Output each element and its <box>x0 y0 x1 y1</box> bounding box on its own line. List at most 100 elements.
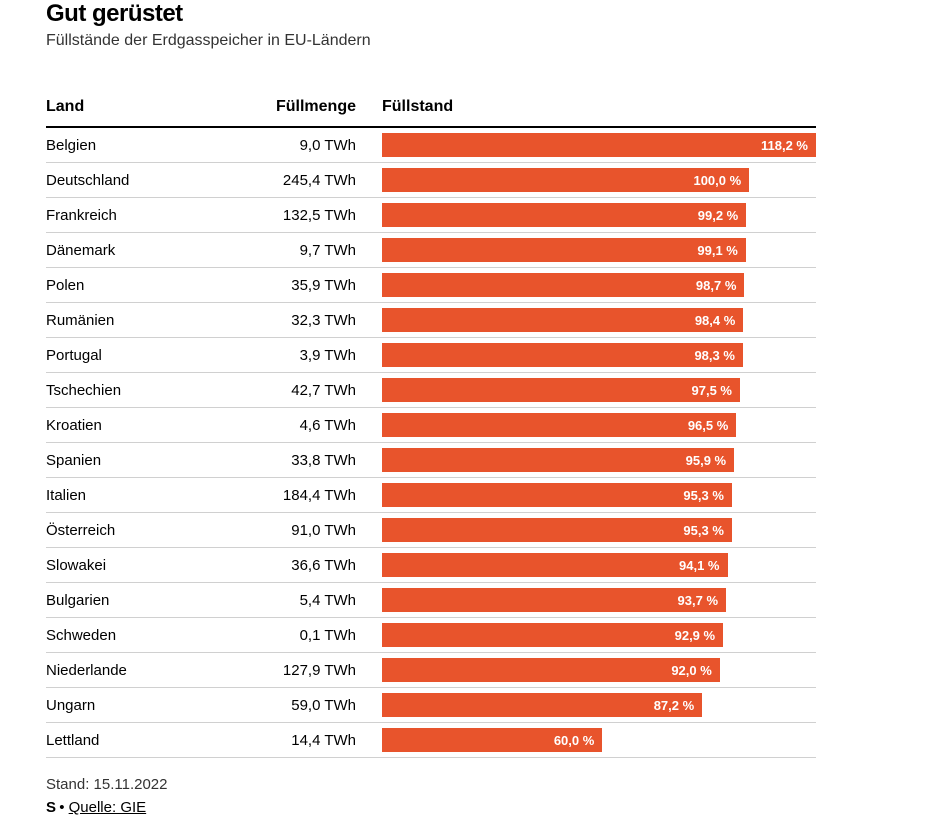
cell-country: Ungarn <box>46 688 246 723</box>
source-line: S • Quelle: GIE <box>46 799 902 816</box>
fill-bar: 98,3 % <box>382 343 743 367</box>
source-link[interactable]: Quelle: GIE <box>69 799 147 816</box>
table-row: Deutschland245,4 TWh100,0 % <box>46 163 816 198</box>
cell-fill: 93,7 % <box>376 583 816 618</box>
bar-container: 93,7 % <box>382 588 816 612</box>
cell-volume: 3,9 TWh <box>246 338 376 373</box>
fill-bar: 98,7 % <box>382 273 744 297</box>
bar-label: 98,4 % <box>695 313 735 328</box>
cell-fill: 60,0 % <box>376 723 816 758</box>
cell-fill: 95,3 % <box>376 513 816 548</box>
cell-fill: 99,2 % <box>376 198 816 233</box>
bar-label: 60,0 % <box>554 733 594 748</box>
bar-container: 118,2 % <box>382 133 816 157</box>
cell-fill: 96,5 % <box>376 408 816 443</box>
header-fill: Füllstand <box>376 90 816 127</box>
fill-bar: 93,7 % <box>382 588 726 612</box>
fill-bar: 99,1 % <box>382 238 746 262</box>
cell-fill: 99,1 % <box>376 233 816 268</box>
fill-bar: 92,9 % <box>382 623 723 647</box>
cell-volume: 42,7 TWh <box>246 373 376 408</box>
table-row: Portugal3,9 TWh98,3 % <box>46 338 816 373</box>
fill-bar: 97,5 % <box>382 378 740 402</box>
cell-country: Lettland <box>46 723 246 758</box>
table-row: Belgien9,0 TWh 118,2 % <box>46 127 816 163</box>
cell-country: Rumänien <box>46 303 246 338</box>
cell-volume: 5,4 TWh <box>246 583 376 618</box>
cell-country: Frankreich <box>46 198 246 233</box>
bar-label: 96,5 % <box>688 418 728 433</box>
bar-container: 95,3 % <box>382 483 816 507</box>
table-row: Lettland14,4 TWh 60,0 % <box>46 723 816 758</box>
bar-label: 93,7 % <box>678 593 718 608</box>
bar-container: 99,1 % <box>382 238 816 262</box>
bar-label: 99,1 % <box>697 243 737 258</box>
cell-fill: 92,0 % <box>376 653 816 688</box>
cell-fill: 98,7 % <box>376 268 816 303</box>
bar-container: 98,3 % <box>382 343 816 367</box>
cell-volume: 59,0 TWh <box>246 688 376 723</box>
cell-volume: 9,0 TWh <box>246 127 376 163</box>
cell-country: Belgien <box>46 127 246 163</box>
fill-bar: 87,2 % <box>382 693 702 717</box>
table-row: Spanien33,8 TWh95,9 % <box>46 443 816 478</box>
bar-container: 92,9 % <box>382 623 816 647</box>
table-row: Kroatien4,6 TWh96,5 % <box>46 408 816 443</box>
fill-bar: 100,0 % <box>382 168 749 192</box>
cell-volume: 14,4 TWh <box>246 723 376 758</box>
cell-fill: 118,2 % <box>376 127 816 163</box>
bar-label: 94,1 % <box>679 558 719 573</box>
table-row: Österreich91,0 TWh95,3 % <box>46 513 816 548</box>
cell-country: Italien <box>46 478 246 513</box>
table-row: Schweden0,1 TWh92,9 % <box>46 618 816 653</box>
table-row: Rumänien32,3 TWh 98,4 % <box>46 303 816 338</box>
bar-container: 95,3 % <box>382 518 816 542</box>
bar-label: 92,9 % <box>675 628 715 643</box>
table-row: Tschechien42,7 TWh97,5 % <box>46 373 816 408</box>
fill-bar: 95,9 % <box>382 448 734 472</box>
cell-fill: 100,0 % <box>376 163 816 198</box>
bar-label: 87,2 % <box>654 698 694 713</box>
bar-container: 98,4 % <box>382 308 816 332</box>
cell-volume: 33,8 TWh <box>246 443 376 478</box>
bar-container: 92,0 % <box>382 658 816 682</box>
source-bullet: • <box>59 799 64 816</box>
bar-label: 95,3 % <box>683 523 723 538</box>
fill-bar: 95,3 % <box>382 483 732 507</box>
cell-fill: 98,4 % <box>376 303 816 338</box>
cell-volume: 32,3 TWh <box>246 303 376 338</box>
cell-fill: 87,2 % <box>376 688 816 723</box>
chart-subtitle: Füllstände der Erdgasspeicher in EU-Länd… <box>46 32 902 50</box>
cell-volume: 132,5 TWh <box>246 198 376 233</box>
table-row: Polen35,9 TWh 98,7 % <box>46 268 816 303</box>
cell-country: Polen <box>46 268 246 303</box>
table-header-row: Land Füllmenge Füllstand <box>46 90 816 127</box>
cell-country: Kroatien <box>46 408 246 443</box>
bar-label: 118,2 % <box>761 138 808 153</box>
bar-label: 92,0 % <box>671 663 711 678</box>
bar-container: 97,5 % <box>382 378 816 402</box>
table-row: Bulgarien5,4 TWh93,7 % <box>46 583 816 618</box>
header-country: Land <box>46 90 246 127</box>
bar-label: 98,3 % <box>694 348 734 363</box>
bar-container: 60,0 % <box>382 728 816 752</box>
cell-country: Slowakei <box>46 548 246 583</box>
fill-bar: 92,0 % <box>382 658 720 682</box>
source-prefix: S <box>46 799 55 816</box>
cell-fill: 94,1 % <box>376 548 816 583</box>
bar-container: 98,7 % <box>382 273 816 297</box>
table-row: Dänemark9,7 TWh99,1 % <box>46 233 816 268</box>
bar-label: 98,7 % <box>696 278 736 293</box>
fill-bar: 98,4 % <box>382 308 743 332</box>
fill-bar: 96,5 % <box>382 413 736 437</box>
cell-volume: 35,9 TWh <box>246 268 376 303</box>
cell-country: Niederlande <box>46 653 246 688</box>
cell-volume: 184,4 TWh <box>246 478 376 513</box>
table-row: Niederlande127,9 TWh92,0 % <box>46 653 816 688</box>
header-volume: Füllmenge <box>246 90 376 127</box>
bar-container: 87,2 % <box>382 693 816 717</box>
fill-bar: 99,2 % <box>382 203 746 227</box>
cell-country: Schweden <box>46 618 246 653</box>
bar-container: 95,9 % <box>382 448 816 472</box>
bar-container: 96,5 % <box>382 413 816 437</box>
